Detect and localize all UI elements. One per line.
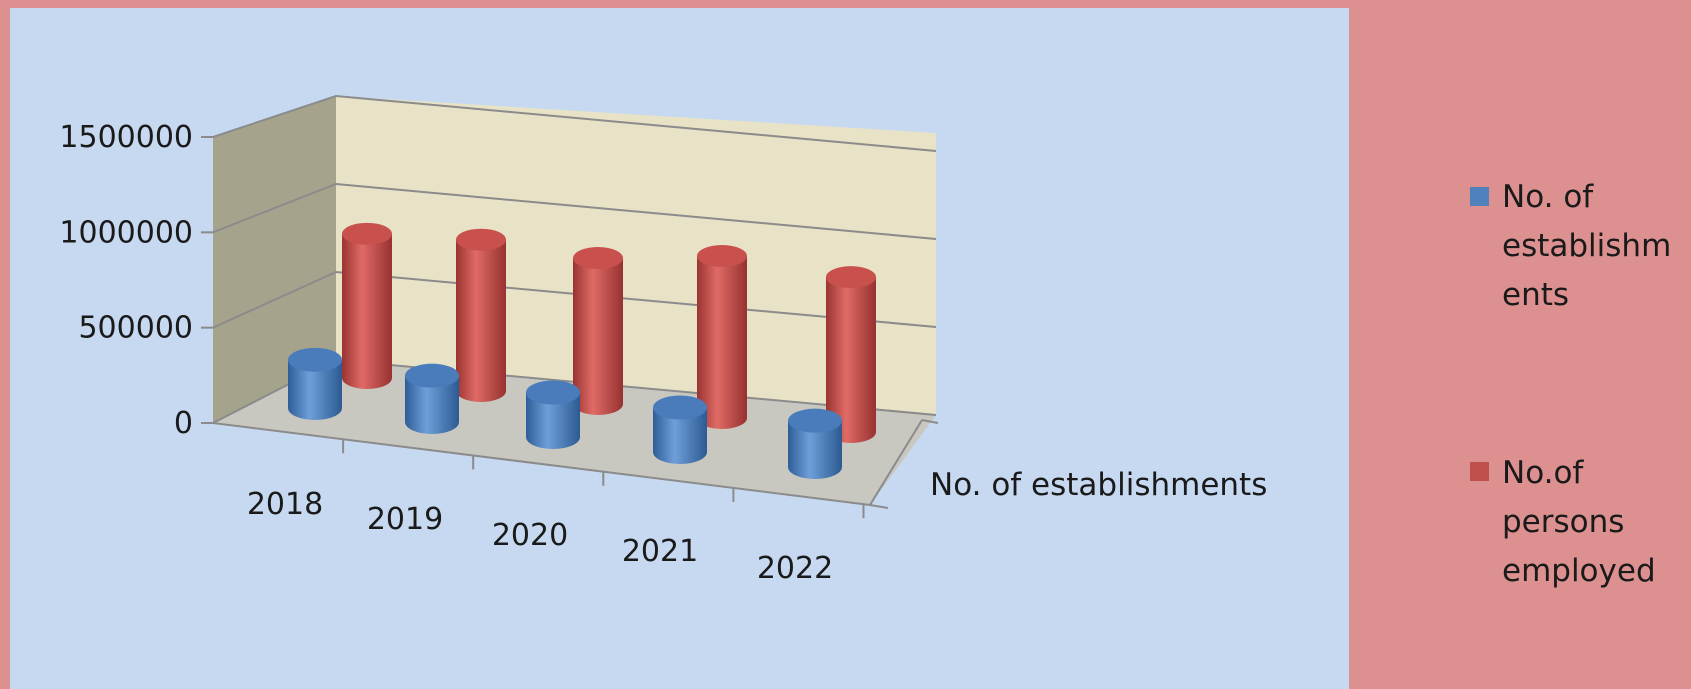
series-establishments	[288, 347, 842, 479]
gridline	[212, 94, 937, 152]
depth-axis-line	[869, 419, 923, 506]
depth-axis-tick	[869, 504, 889, 509]
legend-swatch-persons	[1470, 462, 1489, 481]
bar-persons-2022	[826, 266, 876, 443]
y-tick-label: 500000	[78, 311, 193, 346]
x-tick-label: 2021	[622, 534, 698, 569]
legend-label-persons: No.of persons employed	[1502, 455, 1656, 589]
depth-axis-label: No. of establishments	[930, 467, 1267, 503]
depth-axis-tick	[921, 419, 939, 424]
y-tick-label: 1000000	[59, 215, 193, 250]
gridline	[212, 182, 937, 240]
series-persons	[342, 222, 876, 443]
bar-persons-2018	[342, 222, 392, 389]
bar-establishments-2021	[653, 395, 707, 464]
y-axis-ticks: 0 500000 1000000 1500000	[59, 120, 213, 441]
y-tick-label: 1500000	[59, 120, 193, 155]
x-tick-label: 2022	[757, 551, 833, 586]
y-tick-label: 0	[174, 406, 193, 441]
x-tick-label: 2019	[367, 502, 443, 537]
legend-label-establishments: No. of establishm ents	[1502, 179, 1681, 313]
x-tick-label: 2018	[247, 487, 323, 522]
x-axis-ticks: 2018 2019 2020 2021 2022	[247, 439, 865, 586]
bar-establishments-2022	[788, 408, 842, 479]
bar-establishments-2019	[405, 363, 459, 434]
bar-establishments-2018	[288, 347, 342, 420]
bar-persons-2021	[697, 245, 747, 429]
bar-persons-2019	[456, 228, 506, 402]
legend: No. of establishm ents No.of persons emp…	[1470, 179, 1681, 589]
bar-establishments-2020	[526, 380, 580, 449]
bar-persons-2020	[573, 247, 623, 415]
side-wall	[213, 96, 336, 423]
x-axis-line	[212, 422, 871, 506]
axes	[212, 419, 939, 509]
x-tick-label: 2020	[492, 518, 568, 553]
legend-swatch-establishments	[1470, 187, 1489, 206]
